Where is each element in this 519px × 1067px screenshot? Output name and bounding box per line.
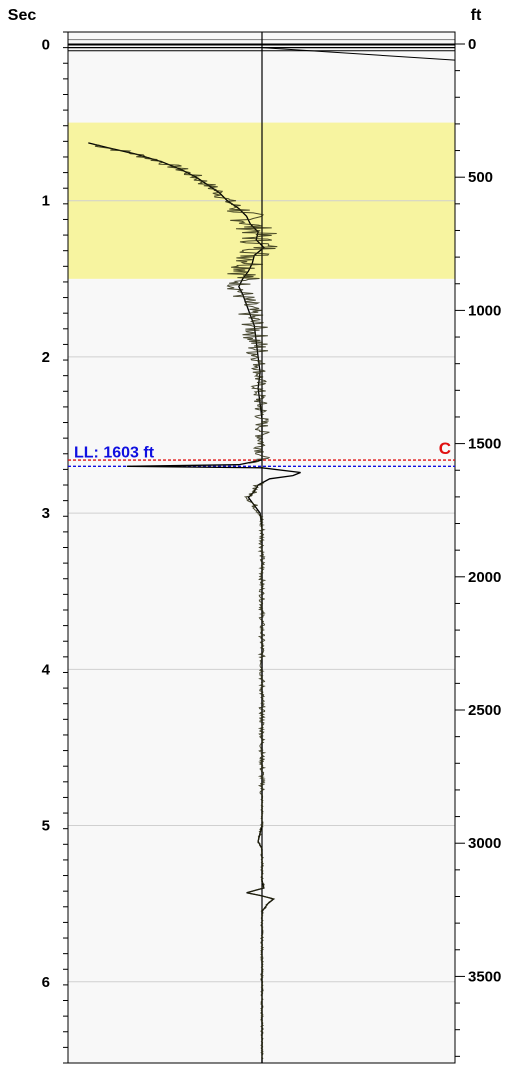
marker-label-ll: LL: 1603 ft: [74, 444, 155, 461]
right-tick-label: 1500: [468, 436, 501, 453]
right-tick-label: 3500: [468, 968, 501, 985]
left-tick-label: 5: [42, 818, 50, 835]
left-tick-label: 1: [42, 193, 50, 210]
left-tick-label: 2: [42, 349, 50, 366]
left-axis-title: Sec: [8, 7, 37, 24]
right-tick-label: 2500: [468, 702, 501, 719]
marker-label-c: C: [439, 439, 451, 458]
right-tick-label: 0: [468, 36, 476, 53]
series-noise: [94, 144, 278, 1060]
right-tick-label: 2000: [468, 569, 501, 586]
left-tick-label: 0: [42, 36, 50, 53]
right-tick-label: 500: [468, 169, 493, 186]
surface-line: [261, 47, 456, 61]
right-axis-title: ft: [471, 7, 482, 24]
left-tick-label: 4: [42, 661, 51, 678]
right-tick-label: 1000: [468, 302, 501, 319]
left-tick-label: 6: [42, 974, 50, 991]
right-tick-label: 3000: [468, 835, 501, 852]
left-tick-label: 3: [42, 505, 50, 522]
